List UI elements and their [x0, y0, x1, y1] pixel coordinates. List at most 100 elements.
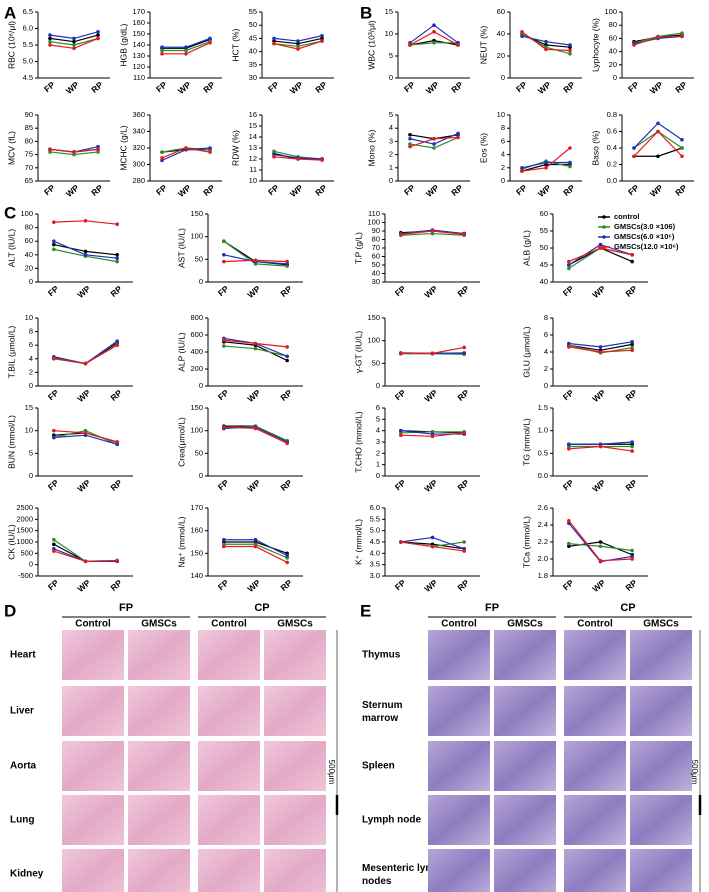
y-tick-label: 8: [29, 327, 33, 336]
micrograph: [630, 686, 692, 736]
point: [96, 150, 100, 154]
y-tick-label: 800: [190, 313, 203, 322]
point: [208, 146, 212, 150]
x-tick-label: WP: [245, 387, 262, 404]
column-header: Control: [577, 619, 613, 630]
panel-label: E: [360, 601, 371, 620]
point: [544, 166, 548, 170]
legend-marker: [602, 215, 606, 219]
point: [320, 36, 324, 41]
y-tick-label: 500: [20, 548, 33, 557]
micrograph: [62, 630, 124, 680]
point: [568, 164, 572, 169]
point: [630, 340, 634, 344]
point: [160, 150, 164, 154]
y-tick-label: 0.0: [607, 176, 617, 185]
y-tick-label: 60: [540, 209, 548, 218]
y-axis-label: γ-GT (IU/L): [353, 331, 363, 374]
point: [462, 232, 466, 237]
x-tick-label: WP: [590, 477, 607, 494]
scale-label: 500μm: [690, 760, 699, 785]
y-tick-label: 4: [544, 347, 548, 356]
y-tick-label: 150: [190, 209, 203, 218]
point: [285, 560, 289, 565]
y-tick-label: 50: [195, 254, 203, 263]
y-tick-label: 5.0: [370, 526, 380, 535]
point: [598, 544, 603, 549]
micrograph: [630, 849, 692, 892]
point: [630, 348, 634, 353]
y-axis-label: HCT (%): [230, 28, 240, 61]
series-line: [633, 122, 683, 149]
point: [430, 544, 435, 549]
point: [598, 444, 603, 449]
point: [208, 41, 212, 45]
y-tick-label: 2: [501, 163, 505, 172]
y-tick-label: 160: [190, 526, 203, 535]
y-tick-label: 0: [389, 73, 393, 82]
point: [83, 361, 88, 366]
y-tick-label: 0: [501, 176, 505, 185]
y-axis-label: MCV (fL): [6, 131, 16, 165]
y-tick-label: 4: [29, 354, 33, 363]
group-header: FP: [485, 602, 499, 614]
micrograph: [494, 849, 556, 892]
y-tick-label: 6: [376, 403, 380, 412]
y-tick-label: 2.0: [538, 554, 548, 563]
column-header: Control: [211, 619, 247, 630]
x-tick-label: WP: [176, 182, 193, 199]
y-tick-label: 100: [367, 336, 380, 345]
y-tick-label: 2: [29, 367, 33, 376]
point: [253, 544, 258, 549]
x-tick-label: WP: [422, 283, 439, 300]
micrograph: [428, 686, 490, 736]
y-tick-label: 10: [249, 176, 257, 185]
point: [567, 442, 571, 447]
y-tick-label: 40: [25, 250, 33, 259]
point: [320, 158, 324, 162]
y-axis-label: CK (IU/L): [6, 524, 16, 560]
point: [160, 45, 164, 49]
point: [160, 156, 164, 160]
y-tick-label: 0: [501, 73, 505, 82]
point: [598, 242, 603, 247]
y-tick-label: 15: [385, 7, 393, 16]
point: [184, 52, 188, 56]
scale-label: 500μm: [327, 760, 336, 785]
y-tick-label: 15: [25, 403, 33, 412]
x-tick-label: RP: [201, 79, 217, 94]
point: [462, 431, 466, 435]
column-header: GMSCs: [141, 619, 177, 630]
x-tick-label: FP: [216, 477, 231, 492]
x-tick-label: FP: [402, 79, 417, 94]
column-header: Control: [441, 619, 477, 630]
point: [630, 557, 634, 561]
x-tick-label: RP: [313, 79, 329, 94]
y-tick-label: 0.2: [607, 159, 617, 168]
x-tick-label: RP: [455, 477, 471, 492]
y-tick-label: 50: [540, 243, 548, 252]
point: [52, 549, 56, 553]
point: [160, 158, 164, 163]
y-tick-label: 50: [195, 448, 203, 457]
micrograph: [264, 795, 326, 845]
micrograph: [630, 795, 692, 845]
micrograph: [564, 630, 626, 680]
y-axis-label: ALT (IU/L): [6, 229, 16, 268]
y-tick-label: 3.5: [370, 560, 380, 569]
y-tick-label: 0: [29, 471, 33, 480]
y-tick-label: 40: [609, 47, 617, 56]
x-tick-label: RP: [623, 477, 639, 492]
y-tick-label: 80: [25, 223, 33, 232]
y-tick-label: 6: [501, 136, 505, 145]
point: [598, 345, 603, 349]
row-label: Thymus: [362, 650, 401, 661]
y-tick-label: 0.5: [538, 448, 548, 457]
point: [48, 39, 52, 44]
x-tick-label: FP: [561, 577, 576, 592]
y-tick-label: 130: [132, 51, 145, 60]
x-tick-label: FP: [46, 577, 61, 592]
y-tick-label: 0: [199, 471, 203, 480]
point: [96, 144, 100, 149]
y-tick-label: 15: [249, 121, 257, 130]
